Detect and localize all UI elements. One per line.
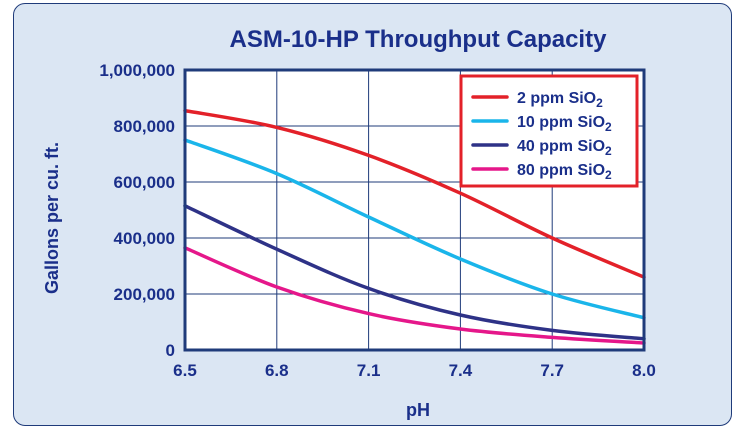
x-tick-label: 8.0 xyxy=(632,361,656,380)
legend-label: 40 ppm SiO2 xyxy=(517,138,612,158)
y-axis-label: Gallons per cu. ft. xyxy=(42,142,62,294)
y-tick-label: 1,000,000 xyxy=(99,61,175,80)
x-tick-label: 6.5 xyxy=(173,361,197,380)
legend-label: 10 ppm SiO2 xyxy=(517,114,612,134)
legend-label: 2 ppm SiO2 xyxy=(517,90,603,110)
x-tick-label: 7.7 xyxy=(540,361,564,380)
y-tick-label: 0 xyxy=(166,341,175,360)
y-tick-label: 600,000 xyxy=(114,173,175,192)
series-line xyxy=(183,108,646,279)
y-tick-label: 200,000 xyxy=(114,285,175,304)
chart-frame: ASM-10-HP Throughput Capacity 6.5 6.8 7.1 7… xyxy=(13,3,732,426)
plot-border xyxy=(183,68,646,352)
chart-title: ASM-10-HP Throughput Capacity xyxy=(230,26,608,53)
legend: 2 ppm SiO2 10 ppm SiO2 40 ppm SiO2 80 ppm S… xyxy=(459,74,639,188)
x-tick-label: 7.1 xyxy=(357,361,381,380)
y-tick-label: 800,000 xyxy=(114,117,175,136)
series-line xyxy=(183,246,646,345)
series-line xyxy=(183,138,646,320)
series-line xyxy=(183,204,646,341)
legend-label: 80 ppm SiO2 xyxy=(517,162,612,182)
y-tick-label: 400,000 xyxy=(114,229,175,248)
chart: ASM-10-HP Throughput Capacity 6.5 6.8 7.1 7… xyxy=(42,26,656,420)
x-axis-label: pH xyxy=(406,400,430,420)
x-tick-label: 7.4 xyxy=(449,361,473,380)
x-tick-label: 6.8 xyxy=(265,361,289,380)
legend-box xyxy=(459,74,639,188)
